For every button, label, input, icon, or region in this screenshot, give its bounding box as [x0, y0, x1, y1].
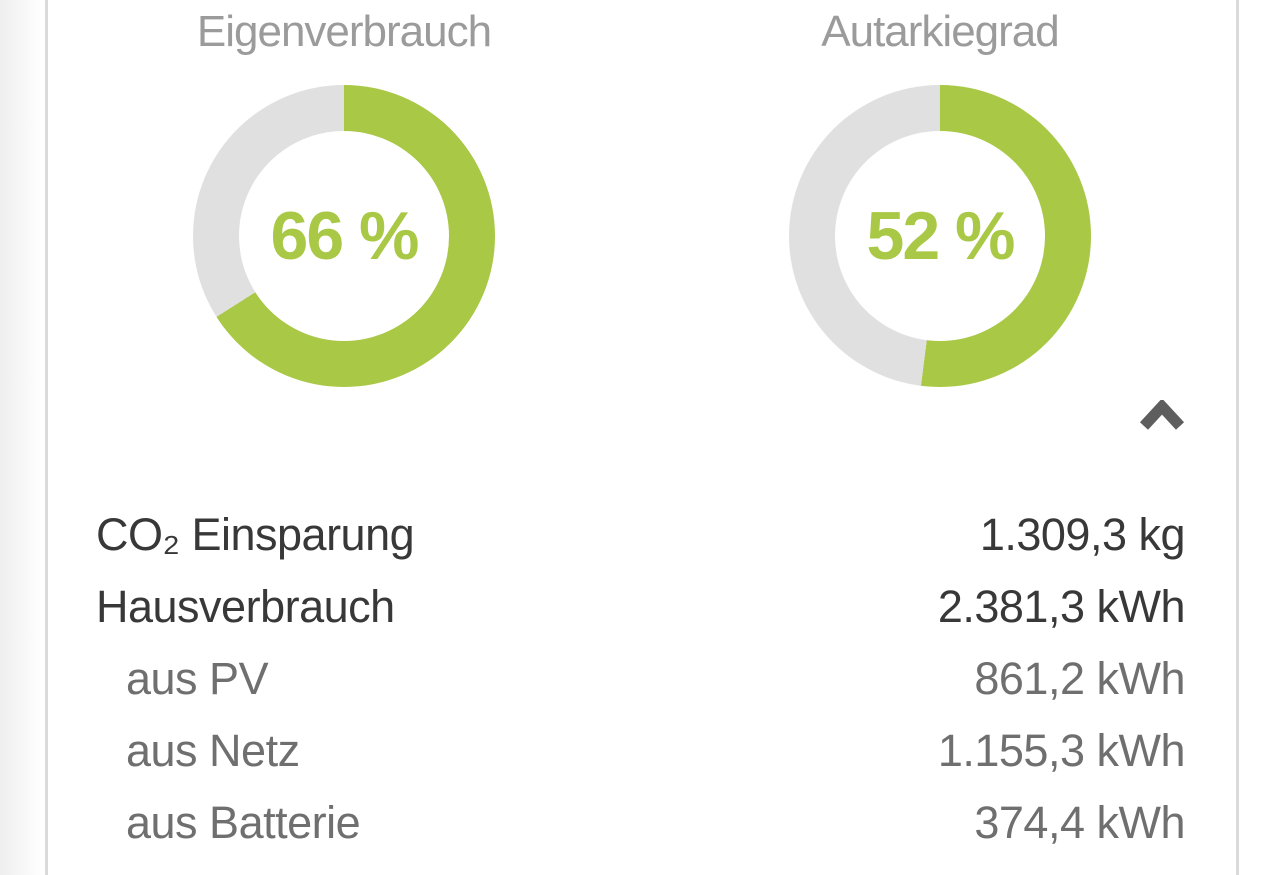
stat-label: aus PV [126, 653, 269, 704]
gauge-title-eigenverbrauch: Eigenverbrauch [196, 7, 492, 56]
energy-balance-card: Eigenverbrauch Autarkiegrad 66 % 52 % CO… [48, 0, 1236, 875]
donut-0-hole: 66 % [239, 131, 449, 341]
stat-label: aus Batterie [126, 797, 361, 848]
donut-0: 66 % [193, 85, 495, 387]
donut-0-percent-value: 66 % [270, 198, 420, 274]
stat-row-aus-batterie: aus Batterie 374,4 kWh [96, 787, 1185, 859]
stat-value: 861,2 kWh [974, 653, 1185, 704]
stat-row-aus-pv: aus PV 861,2 kWh [96, 643, 1185, 715]
donut-1: 52 % [789, 85, 1091, 387]
donut-1-hole: 52 % [835, 131, 1045, 341]
card-right-border [1236, 0, 1239, 875]
left-edge-shadow [0, 0, 45, 875]
donut-1-percent-value: 52 % [866, 198, 1016, 274]
stat-value: 374,4 kWh [974, 797, 1185, 848]
stat-row-aus-netz: aus Netz 1.155,3 kWh [96, 715, 1186, 787]
card-left-border [45, 0, 48, 875]
chevron-up-icon [1139, 400, 1185, 430]
stats-list: CO₂ Einsparung 1.309,3 kg Hausverbrauch … [96, 499, 1186, 859]
stat-value: 2.381,3 kWh [937, 581, 1186, 632]
stat-value: 1.309,3 kg [979, 509, 1186, 560]
gauge-title-autarkiegrad: Autarkiegrad [821, 7, 1059, 56]
stat-value: 1.155,3 kWh [937, 725, 1186, 776]
stat-label: CO₂ Einsparung [96, 509, 415, 560]
stat-label: Hausverbrauch [96, 581, 395, 632]
stat-row-hausverbrauch: Hausverbrauch 2.381,3 kWh [96, 571, 1186, 643]
stat-row-co2-einsparung: CO₂ Einsparung 1.309,3 kg [96, 499, 1186, 571]
stat-label: aus Netz [126, 725, 300, 776]
collapse-panel-button[interactable] [1133, 392, 1191, 438]
